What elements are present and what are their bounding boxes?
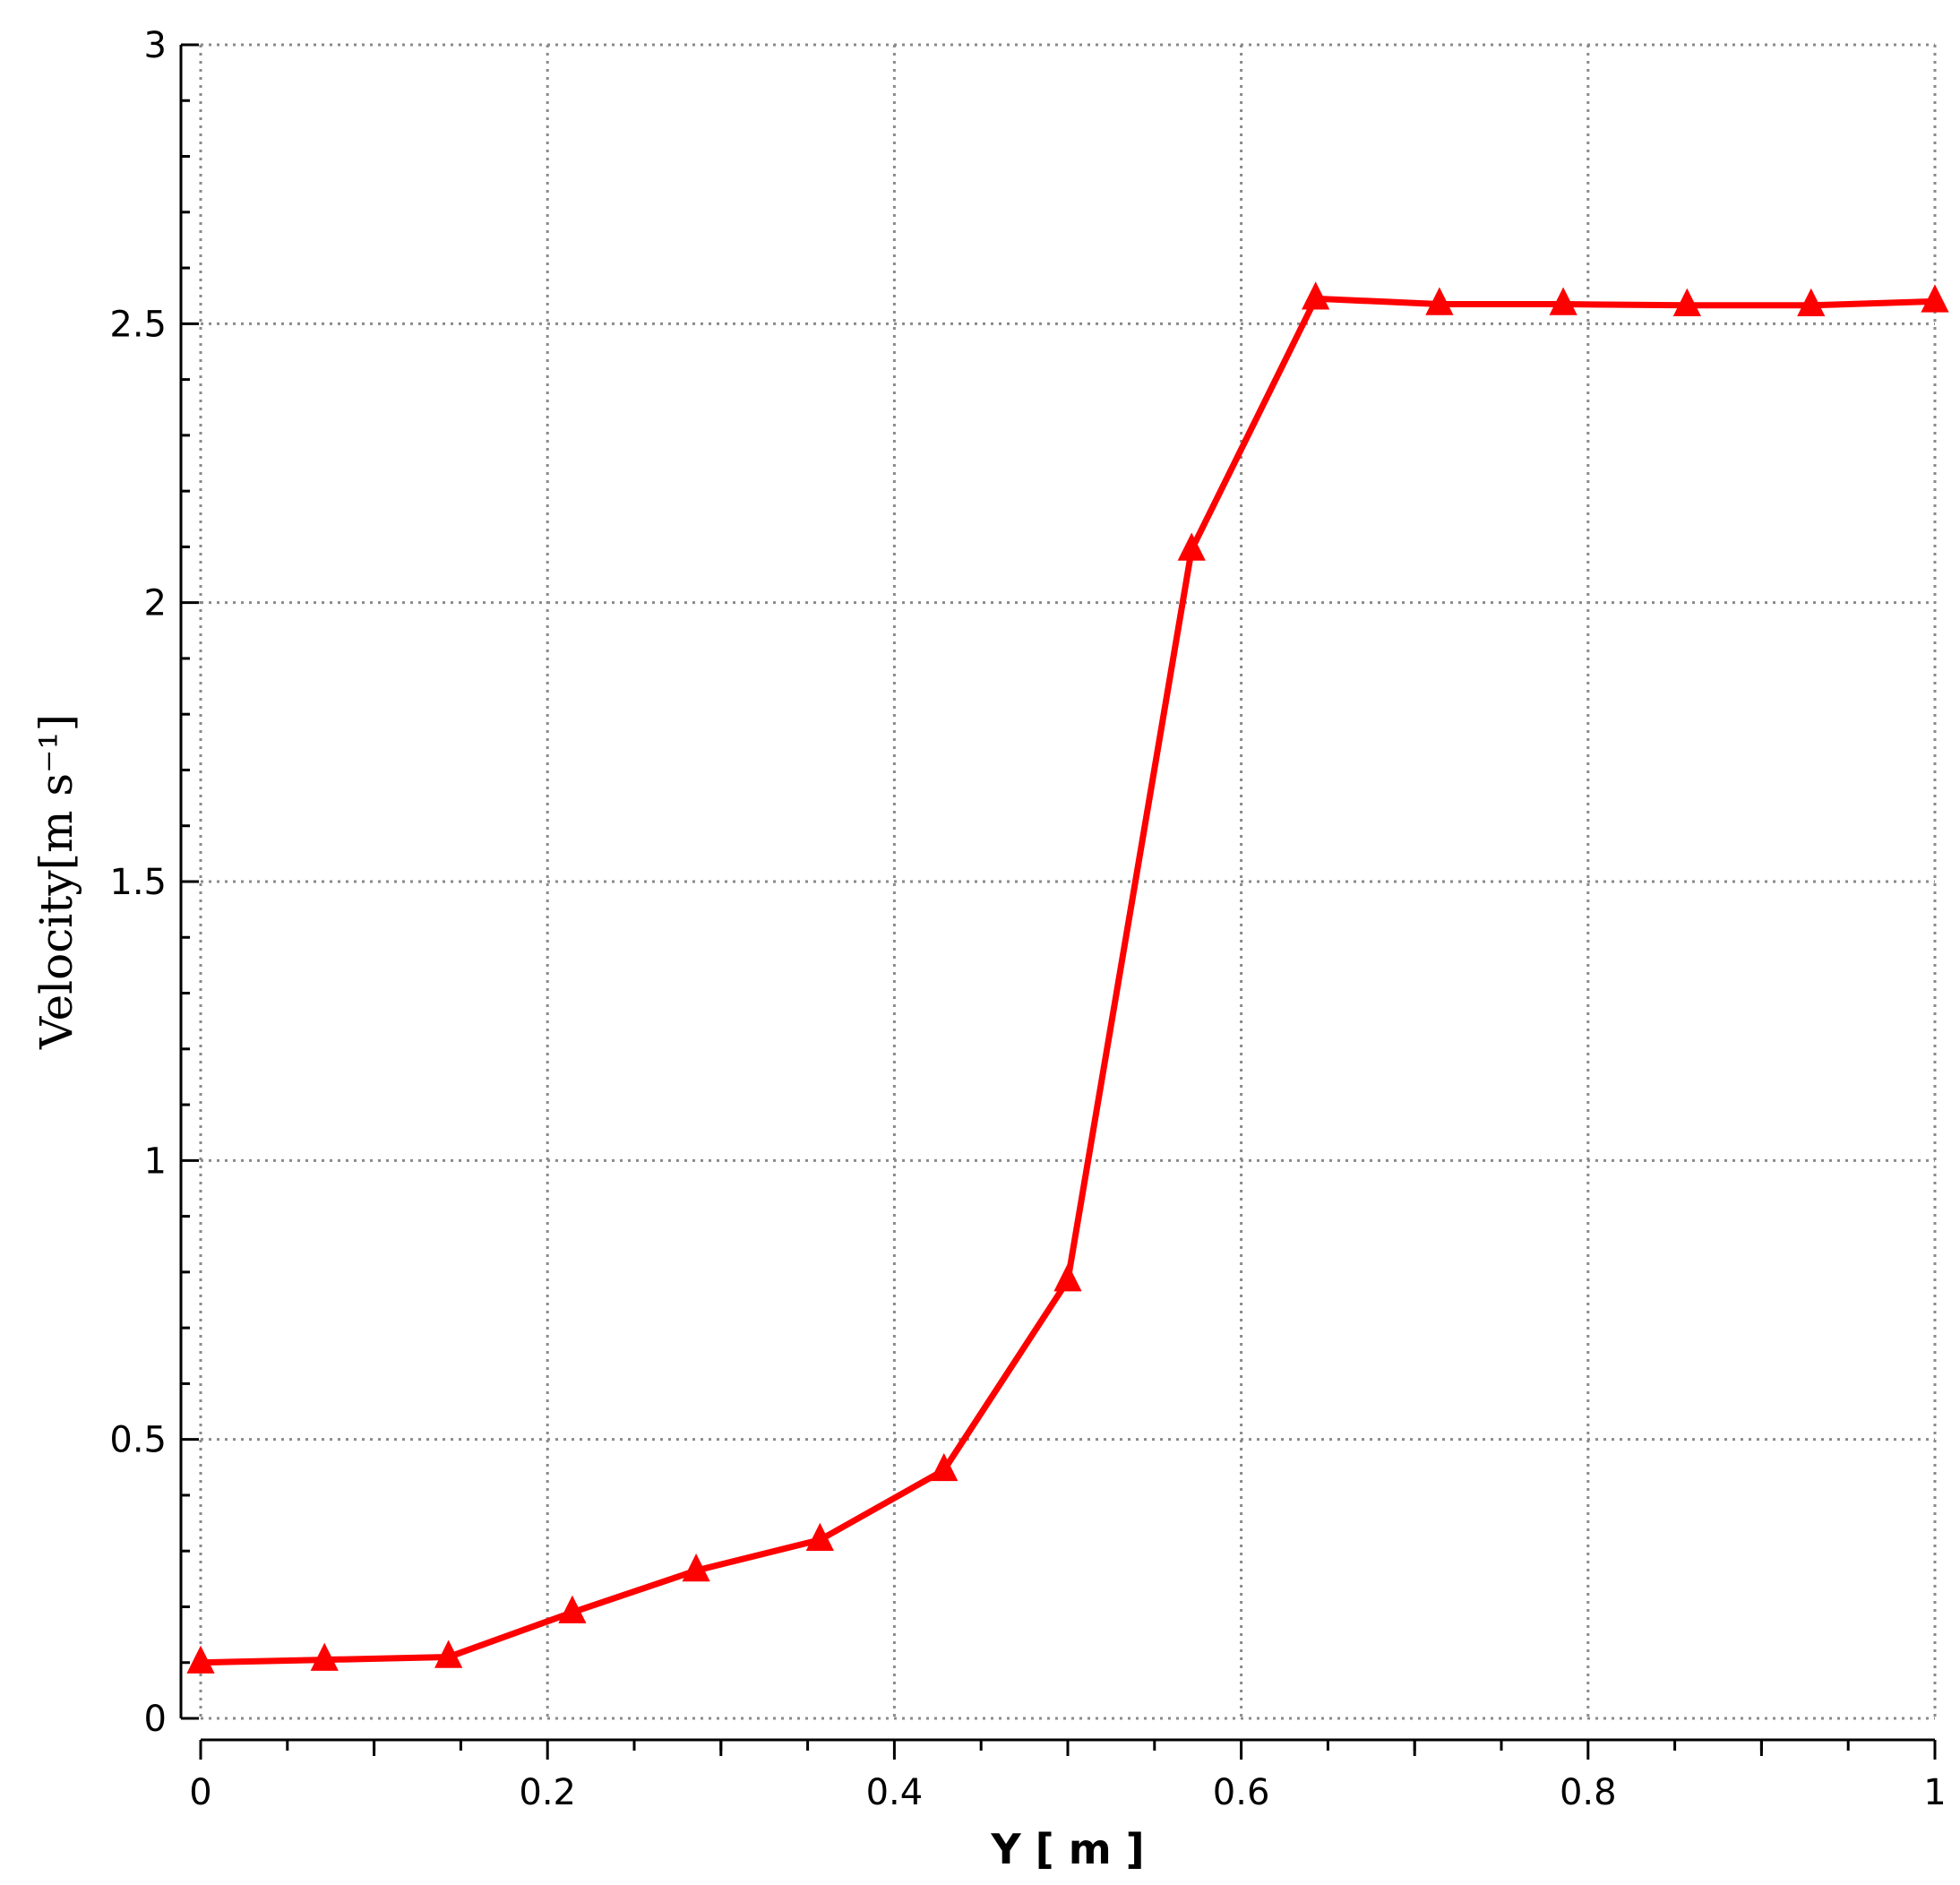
y-tick-label: 1 [144,1140,167,1182]
data-point [1797,288,1826,316]
data-point [1425,287,1454,315]
data-point [1302,281,1330,310]
x-tick-label: 0.2 [519,1772,576,1813]
y-tick-label: 2.5 [109,304,167,345]
data-point [1921,284,1949,313]
data-point [1549,287,1577,315]
data-point [1053,1263,1082,1292]
x-tick-label: 0.8 [1560,1772,1617,1813]
data-point [1177,532,1206,561]
axes [179,45,1935,1742]
tick-labels: 0 0.5 1 1.5 2 2.5 3 0 0.2 0.4 0.6 0.8 1 [109,25,1946,1813]
y-tick-label: 0 [144,1699,167,1740]
data-point [558,1595,587,1623]
y-tick-label: 3 [144,25,167,66]
series [186,281,1949,1674]
data-point [310,1642,339,1671]
y-tick-label: 1.5 [109,862,167,903]
data-point [805,1522,834,1551]
y-tick-label: 0.5 [109,1420,167,1461]
data-point [434,1640,463,1668]
data-point [682,1553,710,1582]
grid [199,43,1937,1720]
series-line [200,295,1936,1666]
x-tick-label: 0 [189,1772,211,1813]
data-point [930,1452,959,1482]
x-tick-label: 0.6 [1213,1772,1270,1813]
data-point [1672,288,1701,316]
y-axis-title: Velocity[m s⁻¹] [30,714,82,1050]
x-tick-label: 1 [1923,1772,1946,1813]
ticks [181,43,1937,1760]
y-tick-label: 2 [144,583,167,624]
data-point [186,1645,215,1674]
x-tick-label: 0.4 [866,1772,924,1813]
x-axis-title: Y [ m ] [990,1825,1144,1873]
